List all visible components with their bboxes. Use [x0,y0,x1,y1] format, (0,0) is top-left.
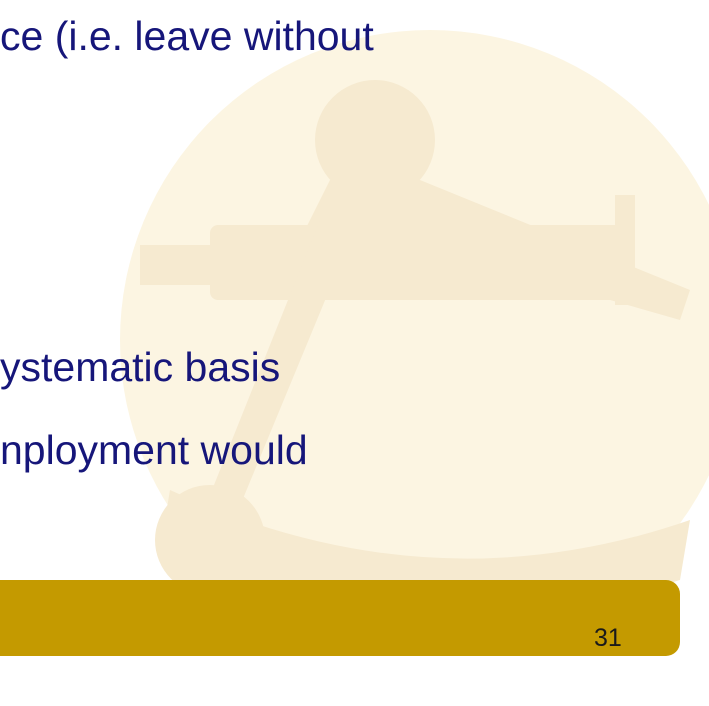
text-line: nployment would [0,430,308,471]
footer-bar [0,580,680,656]
text-line: ystematic basis [0,347,280,388]
slide: ce (i.e. leave without ystematic basis n… [0,0,709,706]
text-line: ce (i.e. leave without [0,16,374,57]
page-number: 31 [594,624,622,653]
